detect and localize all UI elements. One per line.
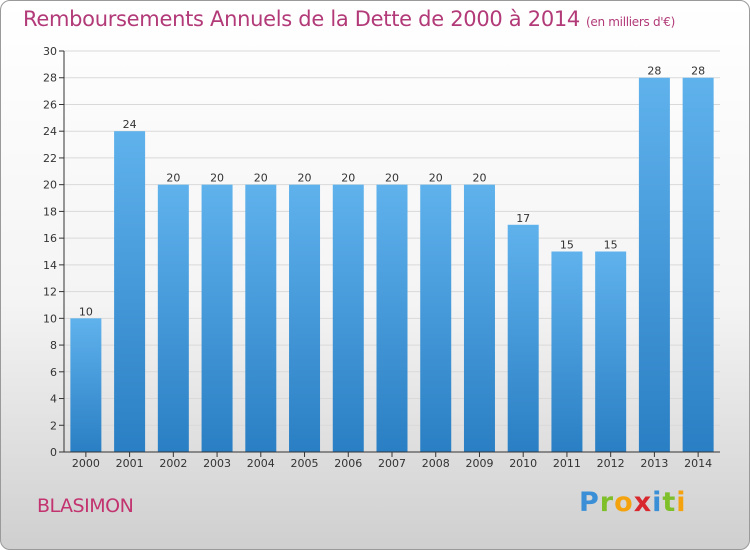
bar-2012 <box>595 251 627 452</box>
x-tick-label: 2002 <box>159 457 187 470</box>
x-tick-label: 2009 <box>465 457 493 470</box>
bar-2000 <box>70 318 102 452</box>
bar-2006 <box>332 184 364 452</box>
logo-letter: i <box>652 487 663 518</box>
y-tick-label: 26 <box>43 98 57 111</box>
bar-2001 <box>114 131 146 452</box>
bar-value-label: 20 <box>385 172 399 185</box>
proxiti-logo: Proxiti <box>579 487 687 518</box>
bar-2010 <box>507 224 539 452</box>
y-tick-label: 22 <box>43 152 57 165</box>
chart-title-text: Remboursements Annuels de la Dette de 20… <box>23 7 580 31</box>
y-tick-label: 20 <box>43 179 57 192</box>
y-tick-label: 24 <box>43 125 57 138</box>
bar-2003 <box>201 184 233 452</box>
bar-value-label: 20 <box>210 172 224 185</box>
bar-value-label: 20 <box>429 172 443 185</box>
bar-2013 <box>638 77 670 452</box>
x-tick-label: 2000 <box>72 457 100 470</box>
commune-name: BLASIMON <box>37 495 134 517</box>
y-tick-label: 10 <box>43 312 57 325</box>
bar-2011 <box>551 251 583 452</box>
bar-value-label: 24 <box>123 118 137 131</box>
y-tick-label: 30 <box>43 45 57 58</box>
y-tick-label: 2 <box>50 419 57 432</box>
bar-value-label: 20 <box>298 172 312 185</box>
bars <box>70 77 714 452</box>
y-tick-label: 28 <box>43 72 57 85</box>
chart-unit: (en milliers d'€) <box>586 15 676 29</box>
y-tick-label: 0 <box>50 446 57 459</box>
axes <box>59 50 720 457</box>
logo-letter: r <box>599 487 615 518</box>
x-tick-label: 2008 <box>422 457 450 470</box>
x-tick-label: 2001 <box>116 457 144 470</box>
x-tick-label: 2014 <box>684 457 712 470</box>
x-tick-label: 2010 <box>509 457 537 470</box>
bar-2007 <box>376 184 408 452</box>
bar-2014 <box>682 77 714 452</box>
y-tick-label: 18 <box>43 205 57 218</box>
logo-letter: t <box>662 487 677 518</box>
bar-value-label: 15 <box>560 239 574 252</box>
bar-2002 <box>157 184 189 452</box>
bar-value-label: 20 <box>254 172 268 185</box>
x-tick-label: 2004 <box>247 457 275 470</box>
bar-value-label: 28 <box>647 65 661 78</box>
bar-chart: 0246810121416182022242628301020002420012… <box>43 45 720 470</box>
bar-value-label: 28 <box>691 65 705 78</box>
x-tick-label: 2011 <box>553 457 581 470</box>
y-tick-label: 16 <box>43 232 57 245</box>
bar-value-label: 15 <box>604 239 618 252</box>
bar-2004 <box>245 184 277 452</box>
chart-title: Remboursements Annuels de la Dette de 20… <box>23 7 675 31</box>
bar-value-label: 10 <box>79 305 93 318</box>
x-tick-label: 2013 <box>640 457 668 470</box>
x-tick-label: 2003 <box>203 457 231 470</box>
y-tick-label: 12 <box>43 286 57 299</box>
y-tick-label: 8 <box>50 339 57 352</box>
bar-2009 <box>463 184 495 452</box>
logo-letter: P <box>579 487 600 518</box>
x-tick-label: 2012 <box>597 457 625 470</box>
y-tick-label: 4 <box>50 393 57 406</box>
bar-2008 <box>420 184 452 452</box>
logo-letter: i <box>676 487 687 518</box>
bar-value-label: 17 <box>516 212 530 225</box>
bar-2005 <box>289 184 321 452</box>
x-tick-label: 2005 <box>291 457 319 470</box>
bar-value-label: 20 <box>472 172 486 185</box>
logo-letter: o <box>614 487 634 518</box>
x-tick-label: 2007 <box>378 457 406 470</box>
x-tick-label: 2006 <box>334 457 362 470</box>
bar-value-label: 20 <box>341 172 355 185</box>
y-tick-label: 6 <box>50 366 57 379</box>
y-tick-label: 14 <box>43 259 57 272</box>
logo-letter: x <box>633 487 653 518</box>
bar-value-label: 20 <box>166 172 180 185</box>
labels: 0246810121416182022242628301020002420012… <box>43 45 712 470</box>
